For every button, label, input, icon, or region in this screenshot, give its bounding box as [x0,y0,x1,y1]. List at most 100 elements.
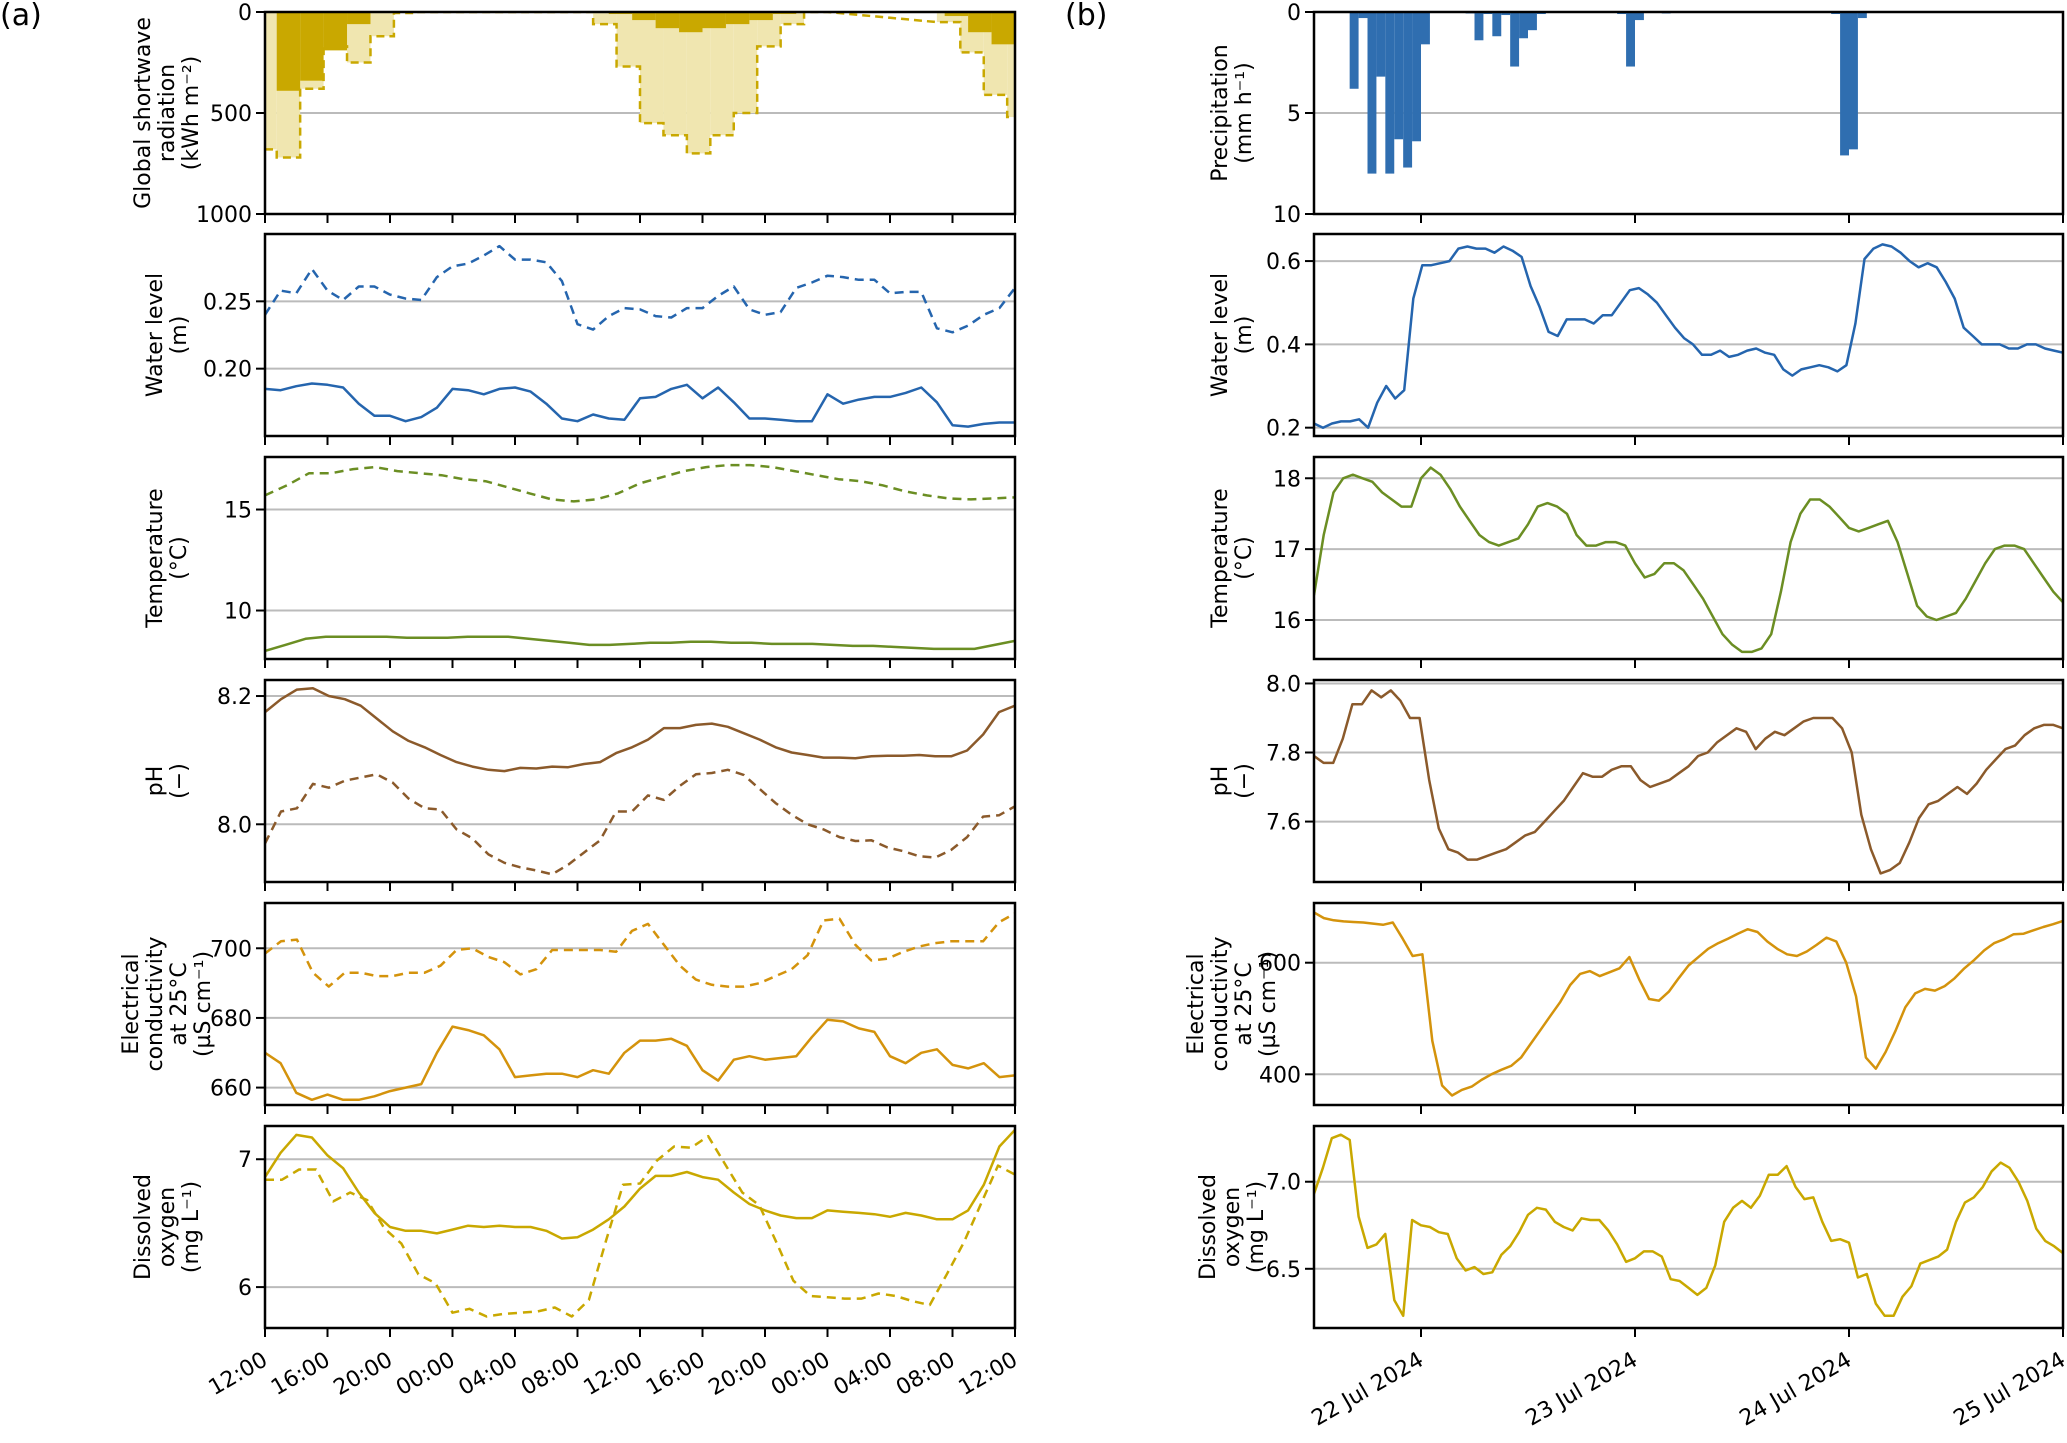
panel-b3: 16 17 18 Temperature (°C) [1208,455,2065,668]
plot-area-a4 [265,687,1015,876]
radiation-bar-b [593,12,617,25]
y-tick-label: 0.2 [1266,417,1301,442]
radiation-bar-a [300,12,324,81]
precip-bar [1857,12,1867,19]
axes-frame [1312,455,2065,661]
y-axis-label: (−) [167,763,192,799]
plot-area-a5 [265,912,1015,1102]
panel-b5: 400 600 Electrical conductivity at 25°C (µS c… [1184,901,2065,1114]
x-tick-label: 22 Jul 2024 [1308,1348,1428,1432]
precip-bar [1501,12,1511,16]
plot-area-a2 [265,244,1015,428]
y-tick-label: 10 [1273,203,1301,228]
series-line-solid [265,635,1015,653]
x-tick-label: 12:00 [955,1348,1022,1401]
plot-area-a1 [265,12,1015,159]
radiation-bar-b [757,12,781,47]
y-axis-label: (°C) [167,536,192,580]
y-axis-label: pH [143,766,168,797]
radiation-bar-a [323,12,348,51]
series-line-solid [1314,466,2063,654]
x-tick-label: 08:00 [517,1348,584,1401]
y-tick-label: 6.5 [1266,1258,1301,1283]
x-tick-label: 12:00 [580,1348,647,1401]
y-tick-label: 17 [1273,538,1301,563]
panel-a1: 0 500 1000 Global shortwave radiation (kWh m⁻… [131,1,1017,228]
y-tick-label: 0.6 [1266,250,1301,275]
panel-a5: 660 680 700 Electrical conductivity at 25°C (µ… [119,901,1017,1114]
x-tick-label: 20:00 [330,1348,397,1401]
radiation-bar-a [702,12,726,29]
axes-frame [1312,901,2065,1107]
series-line-solid [1314,1133,2063,1318]
series-line-dashed [265,912,1015,988]
y-tick-label: 8.2 [217,685,252,710]
radiation-bar-a [749,12,773,21]
plot-area-b5 [1314,911,2063,1097]
series-line-dashed [265,768,1015,876]
axes-frame [1312,232,2065,438]
y-tick-label: 7 [238,1148,252,1173]
radiation-bar-b [347,12,371,63]
y-axis-label: oxygen [155,1187,180,1267]
radiation-bar-a [968,12,992,33]
radiation-bar-b [1007,12,1015,118]
y-axis-label: Temperature [143,488,168,628]
y-axis-label: (m) [1232,316,1257,355]
axes-frame [263,678,1017,884]
x-tick-label: 16:00 [642,1348,709,1401]
y-axis-label: Water level [1208,273,1233,397]
x-tick-label: 00:00 [767,1348,834,1401]
x-axis-a-labels: 12:0016:0020:0000:0004:0008:0012:0016:00… [205,1348,1022,1401]
precip-bar [1474,12,1484,41]
precip-bar [1412,12,1421,142]
plot-area-b3 [1314,466,2063,654]
y-axis-label: (mg L⁻¹) [179,1181,204,1273]
radiation-bar-b [686,12,711,154]
y-axis-label: Water level [143,273,168,397]
radiation-bar-b [616,12,640,67]
y-tick-label: 0.20 [203,358,252,383]
axes-frame [1312,1124,2065,1330]
y-axis-label: (mm h⁻¹) [1232,62,1257,163]
plot-area-a3 [265,463,1015,653]
y-tick-label: 7.8 [1266,742,1301,767]
precip-bar [1358,12,1368,19]
y-axis-label: (kWh m⁻²) [179,56,204,170]
series-line-solid [265,1018,1015,1102]
radiation-bar-a [725,12,750,25]
plot-area-b6 [1314,1133,2063,1318]
y-axis-label: Global shortwave [131,17,156,209]
y-axis-label: (µS cm⁻¹) [1256,951,1281,1057]
y-axis-label: (mg L⁻¹) [1244,1181,1269,1273]
series-line-solid [1314,689,2063,875]
radiation-bar-a [655,12,680,29]
y-axis-label: at 25°C [167,962,192,1045]
plot-area-b2 [1314,243,2063,429]
y-axis-label: radiation [155,64,180,162]
series-line-dashed [265,244,1015,334]
radiation-bar-a [276,12,301,91]
series-line-solid [1314,911,2063,1097]
series-line-dashed [265,1134,1015,1318]
precip-bar [1849,12,1858,150]
radiation-bar-a [347,12,371,25]
axes-frame [263,455,1017,661]
radiation-bar-a [679,12,703,33]
y-tick-label: 400 [1259,1063,1301,1088]
plot-area-b1 [1349,12,1867,174]
series-line-solid [1314,243,2063,429]
y-tick-label: 0.4 [1266,333,1301,358]
x-tick-label: 24 Jul 2024 [1736,1348,1856,1432]
precip-bar [1510,12,1520,67]
y-axis-label: Electrical [1184,953,1209,1054]
radiation-bar-a [944,12,969,17]
x-tick-label: 12:00 [205,1348,272,1401]
y-axis-label: Dissolved [131,1174,156,1280]
y-tick-label: 500 [210,102,252,127]
panel-label-b: (b) [1065,0,1108,33]
x-tick-label: 08:00 [892,1348,959,1401]
precip-bar [1349,12,1359,89]
y-axis-label: (µS cm⁻¹) [191,951,216,1057]
